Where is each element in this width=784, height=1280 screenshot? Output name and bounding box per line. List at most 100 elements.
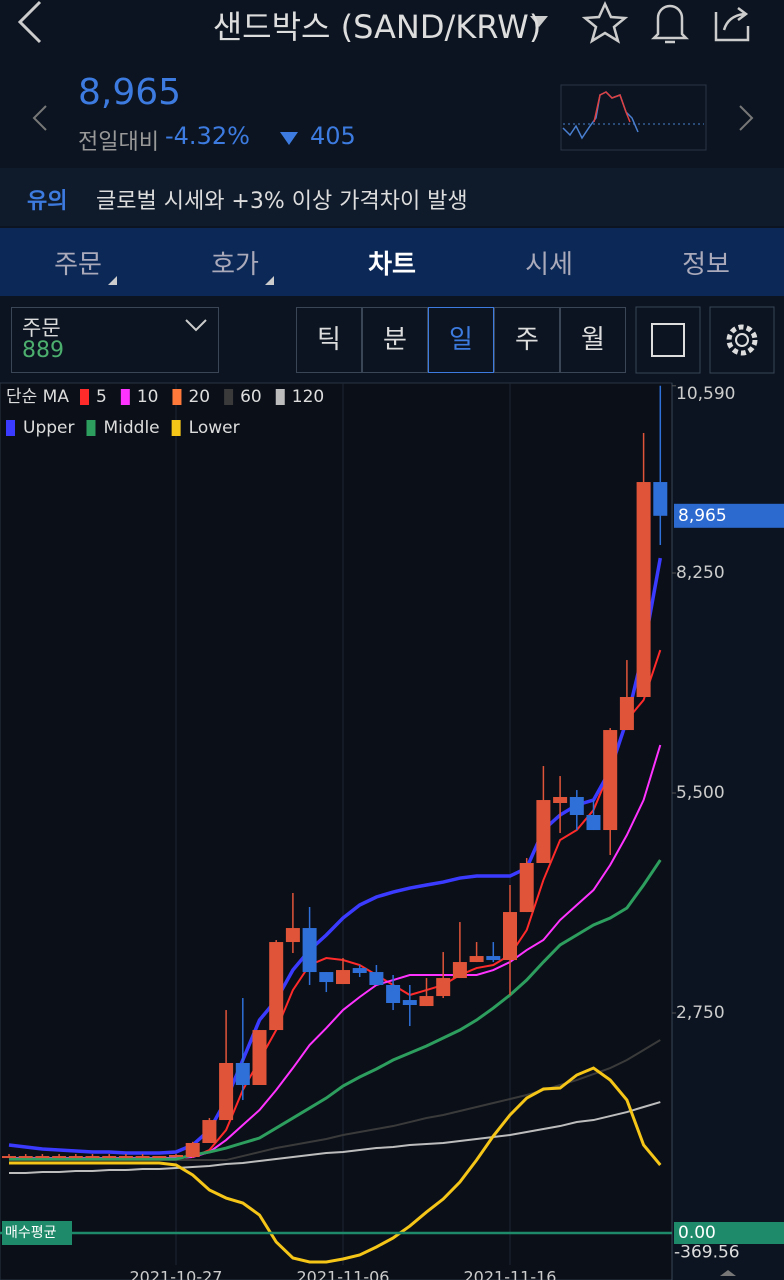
min-label: -369.56 — [674, 1243, 740, 1263]
x-tick-label: 2021-11-06 — [297, 1268, 390, 1280]
period-button[interactable]: 일 — [428, 307, 494, 373]
candle-body — [503, 912, 517, 961]
legend-swatch — [86, 420, 96, 436]
candle-body — [369, 972, 384, 985]
candle-body — [452, 962, 467, 979]
candle-body — [102, 1156, 117, 1159]
order-box[interactable] — [11, 307, 219, 373]
back-button[interactable] — [17, 0, 42, 44]
down-arrow — [280, 132, 298, 145]
avg-price-label: 0.00 — [678, 1223, 716, 1243]
y-tick-label: 8,250 — [676, 563, 725, 583]
scroll-handle[interactable] — [720, 1270, 736, 1276]
x-tick-label: 2021-11-16 — [464, 1268, 557, 1280]
tab-bar: 주문 호가 차트 시세 정보 — [0, 228, 784, 296]
next-button[interactable] — [739, 105, 754, 131]
avg-price-name: 매수평균 — [5, 1225, 57, 1241]
legend-label: 5 — [96, 387, 107, 407]
candle-body — [486, 956, 501, 961]
candle-body — [419, 996, 434, 1007]
legend-swatch — [6, 420, 15, 436]
legend-swatch — [224, 389, 234, 405]
alarm-icon[interactable] — [650, 4, 690, 44]
notice-text: 글로벌 시세와 +3% 이상 가격차이 발생 — [96, 189, 468, 214]
legend-label: 20 — [188, 387, 210, 407]
change-amt: 405 — [310, 122, 356, 150]
candle-body — [386, 985, 401, 1003]
settings-hole — [735, 333, 749, 347]
title-text: 샌드박스 (SAND/KRW) — [212, 8, 542, 46]
y-tick-label: 2,750 — [676, 1003, 725, 1023]
header-icons — [17, 0, 754, 151]
candle-body — [619, 697, 634, 731]
candle-body — [603, 730, 618, 831]
legend-label: 10 — [137, 387, 159, 407]
order-value: 889 — [22, 338, 64, 363]
tab-caret — [265, 276, 274, 285]
tab[interactable]: 주문 — [54, 250, 102, 280]
candle-body — [169, 1155, 183, 1157]
period-button[interactable]: 분 — [362, 307, 428, 373]
x-tick-label: 2021-10-27 — [130, 1268, 223, 1280]
dropdown-icon[interactable] — [530, 16, 548, 27]
title: 샌드박스 (SAND/KRW) — [0, 2, 784, 48]
candle-body — [35, 1156, 50, 1159]
tab[interactable]: 호가 — [211, 250, 259, 280]
settings-button[interactable] — [709, 306, 775, 374]
legend-swatch — [275, 389, 285, 405]
candle-body — [536, 800, 551, 863]
legend-label: 60 — [240, 387, 262, 407]
candle-body — [202, 1120, 217, 1143]
favorite-icon[interactable] — [581, 1, 629, 44]
last-price-label: 8,965 — [678, 506, 727, 526]
controls — [185, 306, 775, 374]
candle-body — [636, 482, 651, 697]
candle-body — [185, 1143, 200, 1157]
price: 8,965 — [78, 72, 182, 113]
legend-title: 단순 MA — [6, 387, 69, 407]
tab[interactable]: 시세 — [525, 250, 573, 280]
candle-body — [653, 482, 668, 516]
candle-body — [285, 928, 300, 943]
avg-price-tag — [2, 1221, 72, 1245]
candle-body — [219, 1063, 234, 1121]
tab-caret — [108, 276, 117, 285]
candle-body — [85, 1156, 100, 1159]
y-tick-label: 10,590 — [676, 384, 735, 404]
candle-body — [553, 797, 568, 803]
band-line — [9, 859, 662, 1161]
legend-label: Lower — [189, 418, 240, 438]
band-line — [9, 1066, 662, 1264]
y-tick-label: 5,500 — [676, 783, 725, 803]
candle-body — [235, 1063, 250, 1085]
avg-price-box — [674, 1222, 784, 1244]
prev-button[interactable] — [32, 105, 47, 131]
share-icon[interactable] — [714, 7, 750, 42]
candle-body — [135, 1156, 150, 1159]
period-button[interactable]: 틱 — [296, 307, 362, 373]
candle-body — [586, 815, 601, 831]
candle-body — [302, 928, 317, 973]
notice-tag: 유의 — [27, 189, 68, 214]
tab[interactable]: 정보 — [682, 250, 730, 280]
order-dropdown[interactable] — [185, 319, 207, 332]
legend-label: Middle — [103, 418, 159, 438]
period-button[interactable]: 주 — [494, 307, 560, 373]
settings-gear — [726, 324, 758, 356]
plot-area — [0, 382, 673, 1280]
legend-label: 120 — [292, 387, 324, 407]
candle-body — [469, 956, 484, 963]
period-button[interactable]: 월 — [560, 307, 626, 373]
legend-swatch — [171, 420, 181, 436]
tab[interactable]: 차트 — [368, 250, 416, 280]
candle-body — [269, 942, 284, 1031]
candle-body — [18, 1156, 33, 1159]
candle-body — [118, 1156, 133, 1159]
legend-swatch — [172, 389, 182, 405]
legend-label: Upper — [23, 418, 74, 438]
ma-line — [9, 1101, 661, 1174]
candle-body — [436, 978, 451, 997]
draw-button[interactable] — [635, 306, 701, 374]
notice-bar — [0, 168, 784, 226]
